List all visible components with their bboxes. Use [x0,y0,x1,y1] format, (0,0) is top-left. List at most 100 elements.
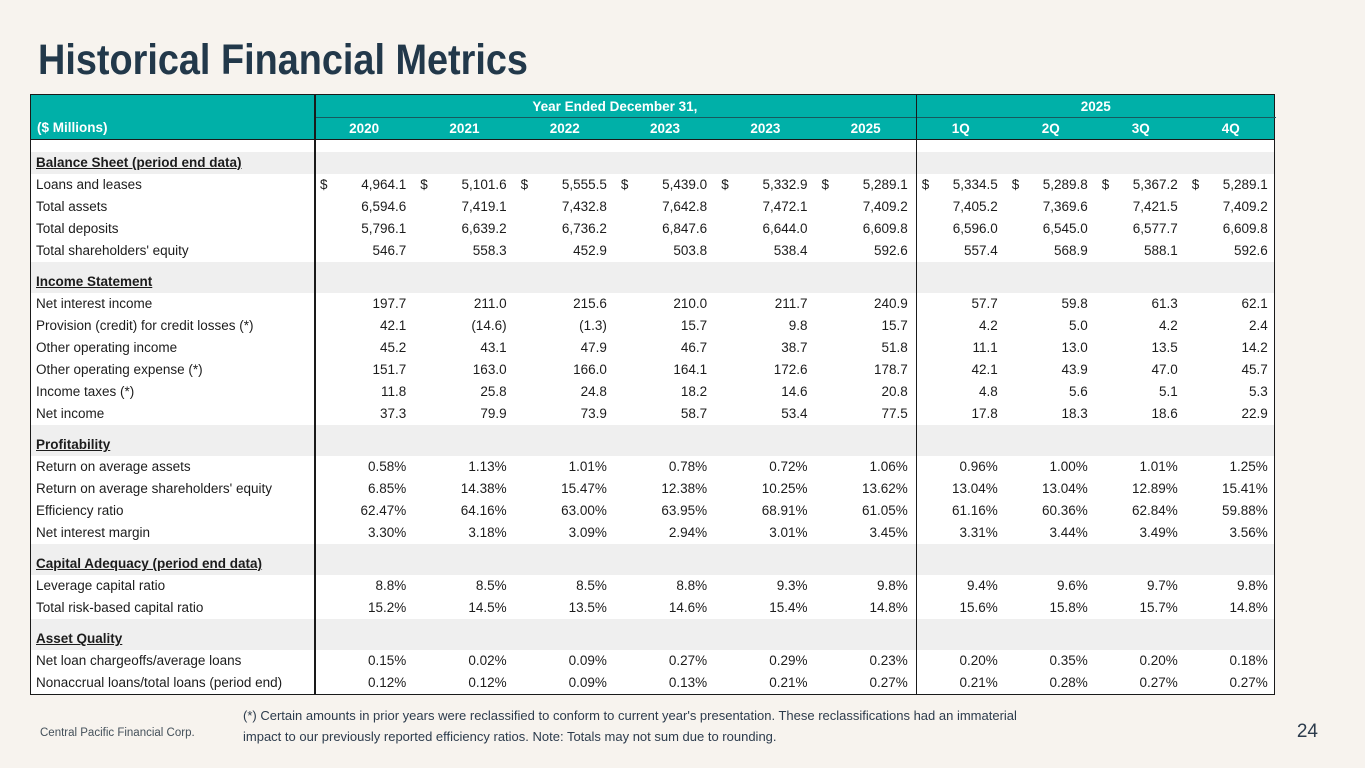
value-cell: 6,609.8 [1186,218,1276,240]
value-cell: 13.5% [515,597,615,619]
section-fill [314,271,1276,293]
value-text: 6,847.6 [662,221,708,236]
value-cell: 12.38% [615,478,715,500]
value-cell: 9.8% [815,575,915,597]
value-cell: 6.85% [314,478,414,500]
value-text: 0.09% [568,675,607,690]
value-cell: 45.7 [1186,359,1276,381]
value-text: 13.5 [1151,340,1178,355]
value-text: 7,409.2 [862,199,908,214]
value-cell: 9.4% [916,575,1006,597]
section-heading-cell: Profitability [31,434,314,456]
value-cell: 4.8 [916,381,1006,403]
value-text: 538.4 [773,243,808,258]
quarter-column-header: 3Q [1131,121,1150,136]
value-text: 452.9 [573,243,607,258]
value-cell: 37.3 [314,403,414,425]
value-cell: 7,421.5 [1096,196,1186,218]
value-cell: 588.1 [1096,240,1186,262]
value-cell: 503.8 [615,240,715,262]
value-text: 60.36% [1041,503,1088,518]
value-cell: 62.1 [1186,293,1276,315]
year-group-label: Year Ended December 31, [314,95,916,118]
row-label: Total deposits [36,221,119,236]
value-text: 0.29% [769,653,808,668]
value-cell: 0.27% [1186,672,1276,694]
value-cell: 4.2 [916,315,1006,337]
value-text: 18.6 [1151,406,1178,421]
value-text: 62.84% [1131,503,1178,518]
unit-label: ($ Millions) [37,120,108,135]
value-text: 3.49% [1139,525,1178,540]
value-cell: 15.7 [815,315,915,337]
value-cell: 57.7 [916,293,1006,315]
value-cell: 25.8 [414,381,514,403]
value-text: 17.8 [971,406,998,421]
value-cell: 1.01% [515,456,615,478]
value-cell: 20.8 [815,381,915,403]
quarter-columns: 1Q 2Q 3Q 4Q [916,118,1276,139]
value-text: 64.16% [460,503,507,518]
value-cell: 59.88% [1186,500,1276,522]
value-text: 37.3 [380,406,407,421]
value-cell: 1.06% [815,456,915,478]
value-cell: 9.8% [1186,575,1276,597]
value-text: 558.3 [472,243,507,258]
value-text: 1.01% [568,459,607,474]
dollar-sign: $ [1011,177,1020,192]
value-cell: 15.4% [715,597,815,619]
section-heading-cell: Income Statement [31,271,314,293]
value-text: 210.0 [673,296,708,311]
quarter-column-header: 1Q [951,121,970,136]
value-cell: 51.8 [815,337,915,359]
value-cell: 14.5% [414,597,514,619]
value-cell: 8.8% [314,575,414,597]
value-text: 0.78% [668,459,708,474]
value-text: 59.8 [1061,296,1088,311]
value-text: 8.8% [375,578,407,593]
value-text: 38.7 [781,340,808,355]
page-number: 24 [1296,721,1318,742]
value-text: 7,432.8 [561,199,607,214]
value-text: 12.38% [661,481,708,496]
value-text: 1.00% [1049,459,1088,474]
section-header-row: Profitability [31,434,1274,456]
value-text: 172.6 [773,362,808,377]
section-heading-cell: Balance Sheet (period end data) [31,152,314,174]
value-cell: 63.00% [515,500,615,522]
value-text: 0.27% [668,653,708,668]
section-fill [314,553,1276,575]
section-heading-cell: Capital Adequacy (period end data) [31,553,314,575]
section-fill [314,434,1276,456]
section-heading-text: Income Statement [36,274,153,289]
dollar-sign: $ [1191,177,1200,192]
value-cell: 14.6 [715,381,815,403]
value-cell: 22.9 [1186,403,1276,425]
row-label: Loans and leases [36,177,142,192]
value-text: 211.0 [473,296,507,311]
value-text: 5,367.2 [1132,177,1178,192]
value-text: 0.35% [1049,653,1088,668]
footnote-line: (*) Certain amounts in prior years were … [243,708,1017,723]
row-label: Income taxes (*) [36,384,135,399]
value-text: 240.9 [873,296,908,311]
value-text: 163.0 [472,362,507,377]
value-text: 9.6% [1057,578,1088,593]
value-text: 1.06% [869,459,908,474]
value-cell: 10.25% [715,478,815,500]
value-cell: 0.09% [515,650,615,672]
value-cell: 14.38% [414,478,514,500]
value-text: 8.5% [475,578,507,593]
section-header-row: Income Statement [31,271,1274,293]
value-text: 592.6 [873,243,908,258]
row-label: Net interest income [36,296,153,311]
value-text: 6,609.8 [1222,221,1268,236]
value-cell: 0.21% [715,672,815,694]
value-text: 1.25% [1229,459,1268,474]
quarter-group-label: 2025 [915,95,1276,118]
value-text: 0.13% [668,675,708,690]
value-cell: 0.27% [815,672,915,694]
value-cell: 13.04% [916,478,1006,500]
value-cell: 2.94% [615,522,715,544]
value-cell: 61.3 [1096,293,1186,315]
